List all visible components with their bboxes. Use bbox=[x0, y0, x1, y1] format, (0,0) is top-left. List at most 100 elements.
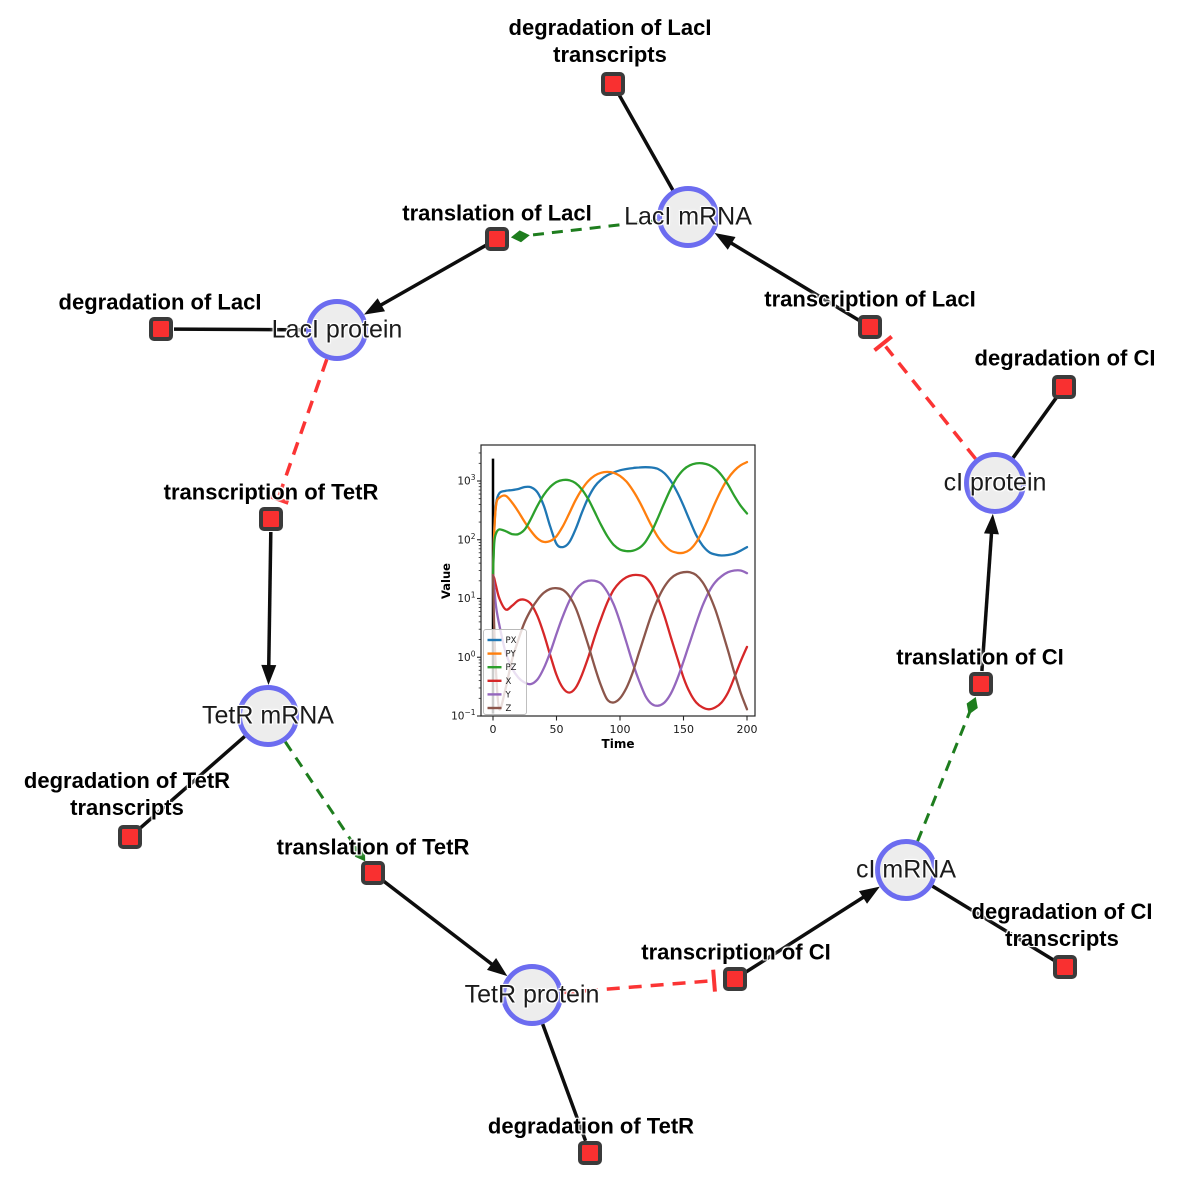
species-label-ci_protein: cI protein bbox=[943, 468, 1047, 497]
reaction-label-line: translation of LacI bbox=[402, 200, 592, 226]
inhibition-bar bbox=[873, 334, 893, 352]
x-axis-tick-label: 100 bbox=[610, 723, 631, 736]
edge-transcription_ci-ci_mrna bbox=[745, 886, 880, 974]
reaction-node-transcription_laci[interactable] bbox=[858, 315, 882, 339]
reaction-label-transcription_tetr: transcription of TetR bbox=[164, 479, 379, 506]
edge-ci_protein-deg_ci bbox=[1011, 396, 1058, 459]
species-label-laci_mrna: LacI mRNA bbox=[624, 202, 752, 231]
y-axis-tick-label: 101 bbox=[457, 591, 475, 606]
reaction-label-line: transcripts bbox=[553, 42, 667, 67]
edge-tetr_protein-transcription_ci bbox=[562, 969, 717, 995]
reaction-label-line: degradation of LacI bbox=[58, 289, 262, 315]
reaction-label-deg_ci_tx: degradation of CI transcripts bbox=[972, 898, 1153, 952]
arrowhead bbox=[363, 298, 386, 315]
reaction-label-line: transcripts bbox=[70, 795, 184, 820]
x-axis-tick-label: 200 bbox=[737, 723, 758, 736]
reaction-label-line: degradation of CI bbox=[974, 345, 1156, 371]
arrowhead bbox=[983, 513, 999, 535]
reaction-label-translation_laci: translation of LacI bbox=[402, 200, 591, 227]
reaction-node-transcription_ci[interactable] bbox=[723, 967, 747, 991]
arrowhead bbox=[261, 664, 277, 686]
plot-line-PY bbox=[491, 460, 749, 577]
edge-translation_laci-laci_protein bbox=[363, 243, 487, 315]
reaction-label-translation_tetr: translation of TetR bbox=[277, 834, 470, 861]
plot-legend: PX PY PZ XYZ bbox=[483, 629, 527, 715]
x-axis-tick-label: 0 bbox=[490, 723, 497, 736]
edge-laci_mrna-translation_laci bbox=[510, 219, 658, 243]
reaction-label-line: degradation of CI bbox=[971, 899, 1153, 924]
legend-label-PY: PY bbox=[506, 650, 517, 660]
reaction-node-translation_tetr[interactable] bbox=[361, 861, 385, 885]
reaction-node-deg_laci_tx[interactable] bbox=[601, 72, 625, 96]
reaction-node-deg_laci[interactable] bbox=[149, 317, 173, 341]
species-node-ci_mrna[interactable] bbox=[875, 839, 937, 901]
reaction-label-line: degradation of TetR bbox=[487, 1113, 695, 1139]
inhibition-bar bbox=[266, 493, 289, 505]
edge-tetr_mrna-deg_tetr_tx bbox=[138, 735, 246, 830]
legend-label-PZ: PZ bbox=[506, 663, 517, 673]
reaction-label-line: transcripts bbox=[1005, 926, 1119, 951]
reaction-label-line: degradation of TetR bbox=[23, 768, 231, 793]
edge-ci_protein-transcription_laci bbox=[873, 334, 977, 460]
edge-laci_mrna-deg_laci_tx bbox=[617, 94, 675, 191]
reaction-label-deg_tetr: degradation of TetR bbox=[488, 1113, 694, 1140]
y-axis-title: Value bbox=[439, 563, 453, 599]
species-node-tetr_protein[interactable] bbox=[501, 964, 563, 1026]
modifier-arrowhead bbox=[354, 845, 366, 862]
reaction-label-line: transcription of CI bbox=[641, 939, 831, 965]
y-axis-tick-label: 103 bbox=[457, 473, 475, 488]
reaction-label-transcription_laci: transcription of LacI bbox=[764, 286, 975, 313]
reaction-label-deg_tetr_tx: degradation of TetR transcripts bbox=[24, 767, 230, 821]
edge-laci_protein-deg_laci bbox=[173, 327, 307, 332]
reaction-label-line: translation of TetR bbox=[276, 834, 470, 860]
species-node-laci_mrna[interactable] bbox=[657, 186, 719, 248]
legend-label-Z: Z bbox=[506, 704, 512, 714]
reaction-node-translation_laci[interactable] bbox=[485, 227, 509, 251]
reaction-label-line: transcription of LacI bbox=[764, 286, 976, 312]
reaction-label-line: translation of CI bbox=[896, 644, 1064, 670]
edge-ci_mrna-translation_ci bbox=[916, 696, 978, 842]
reaction-label-transcription_ci: transcription of CI bbox=[641, 939, 830, 966]
reaction-label-line: transcription of TetR bbox=[163, 479, 379, 505]
species-node-laci_protein[interactable] bbox=[306, 299, 368, 361]
reaction-label-line: degradation of LacI bbox=[508, 15, 712, 40]
reaction-label-translation_ci: translation of CI bbox=[896, 644, 1063, 671]
legend-label-Y: Y bbox=[505, 690, 512, 700]
y-axis-tick-label: 10−1 bbox=[451, 708, 476, 723]
species-label-laci_protein: LacI protein bbox=[271, 315, 403, 344]
edge-translation_tetr-tetr_protein bbox=[382, 879, 508, 977]
x-axis-tick-label: 50 bbox=[550, 723, 564, 736]
reaction-label-deg_ci: degradation of CI bbox=[975, 345, 1156, 372]
plot-line-Z bbox=[491, 570, 749, 711]
legend-label-PX: PX bbox=[506, 636, 517, 646]
modifier-arrowhead bbox=[966, 696, 978, 715]
reaction-node-translation_ci[interactable] bbox=[969, 672, 993, 696]
plot-line-X bbox=[491, 573, 749, 711]
legend-label-X: X bbox=[506, 677, 512, 687]
edge-tetr_mrna-translation_tetr bbox=[283, 740, 366, 862]
modifier-arrowhead bbox=[510, 230, 530, 243]
species-node-ci_protein[interactable] bbox=[964, 452, 1026, 514]
species-node-tetr_mrna[interactable] bbox=[237, 685, 299, 747]
x-axis-title: Time bbox=[602, 737, 635, 751]
inhibition-bar bbox=[711, 969, 717, 992]
reaction-node-transcription_tetr[interactable] bbox=[259, 507, 283, 531]
reaction-node-deg_tetr[interactable] bbox=[578, 1141, 602, 1165]
edge-transcription_tetr-tetr_mrna bbox=[261, 531, 277, 686]
arrowhead bbox=[858, 886, 880, 904]
reaction-node-deg_ci_tx[interactable] bbox=[1053, 955, 1077, 979]
species-label-ci_mrna: cI mRNA bbox=[856, 855, 956, 884]
y-axis-tick-label: 102 bbox=[457, 532, 475, 547]
arrowhead bbox=[486, 958, 508, 977]
reaction-node-deg_ci[interactable] bbox=[1052, 375, 1076, 399]
reaction-label-deg_laci_tx: degradation of LacI transcripts bbox=[509, 14, 712, 68]
plot-line-PZ bbox=[491, 462, 749, 577]
edge-laci_protein-transcription_tetr bbox=[266, 358, 329, 505]
species-label-tetr_protein: TetR protein bbox=[464, 980, 600, 1009]
reaction-node-deg_tetr_tx[interactable] bbox=[118, 825, 142, 849]
x-axis-tick-label: 150 bbox=[673, 723, 694, 736]
y-axis-tick-label: 100 bbox=[457, 649, 475, 664]
